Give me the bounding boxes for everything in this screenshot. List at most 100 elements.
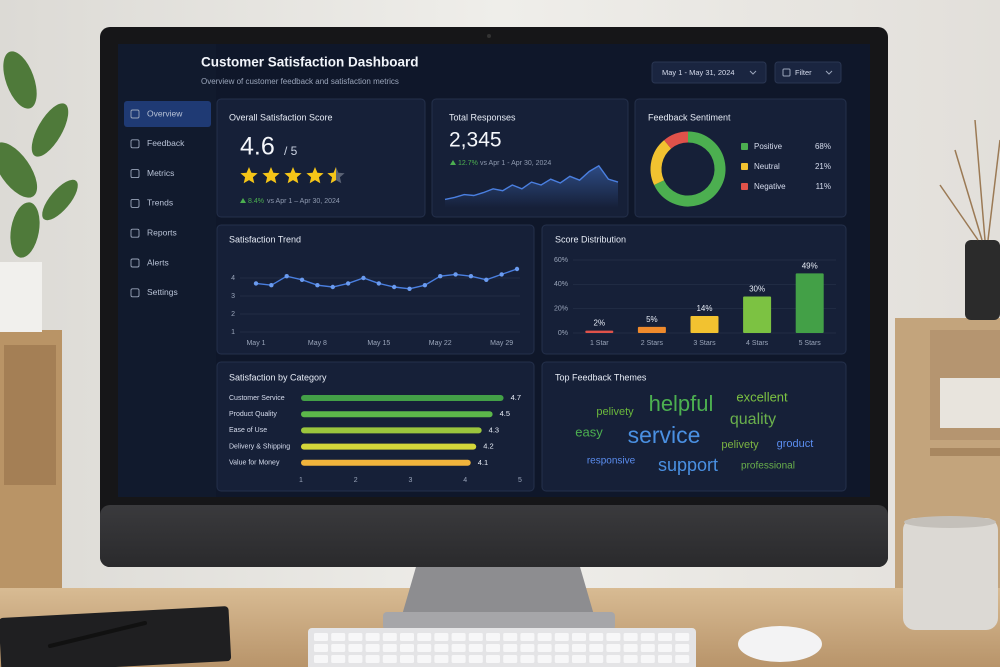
nav-icon: [130, 228, 140, 238]
change: 12.7%: [458, 160, 478, 167]
comparison: vs Apr 1 - Apr 30, 2024: [480, 160, 551, 167]
card-title: Feedback Sentiment: [648, 112, 731, 122]
card-title: Satisfaction Trend: [229, 234, 301, 244]
bar: [585, 330, 614, 333]
key: [314, 633, 328, 641]
date-range[interactable]: May 1 - May 31, 2024: [662, 68, 735, 77]
key: [434, 655, 449, 663]
legend-value: 11%: [816, 182, 831, 191]
key: [658, 655, 672, 663]
nav-item[interactable]: Alerts: [147, 257, 169, 267]
trend-point: [468, 274, 474, 279]
word: excellent: [736, 389, 788, 404]
trend-point: [484, 277, 489, 282]
legend-label: Positive: [754, 142, 783, 151]
key: [451, 655, 466, 663]
nav-item[interactable]: Metrics: [147, 168, 174, 178]
nav-item[interactable]: Trends: [147, 198, 173, 208]
word: responsive: [587, 456, 636, 467]
x-tick-label: 2: [354, 477, 358, 484]
legend-label: Neutral: [754, 162, 780, 171]
card: [216, 98, 426, 218]
dried-branches: [939, 119, 1000, 241]
key: [572, 633, 586, 641]
category-label: Customer Service: [229, 395, 285, 402]
trend-point: [330, 284, 335, 290]
plant: [0, 51, 78, 258]
card: [541, 361, 847, 492]
word: helpful: [649, 391, 714, 416]
legend-value: 21%: [815, 162, 831, 171]
star: [240, 167, 258, 184]
star: [306, 167, 324, 184]
key: [554, 644, 569, 652]
score-scale: / 5: [284, 144, 298, 158]
key: [417, 633, 432, 641]
key: [331, 655, 346, 663]
star: [284, 167, 302, 184]
filter-button[interactable]: [774, 61, 842, 84]
key: [503, 644, 518, 652]
trend-point: [438, 274, 443, 279]
key: [503, 655, 518, 663]
key: [468, 655, 483, 663]
mouse: [738, 626, 822, 662]
trend-point: [499, 272, 504, 277]
bar-value: 14%: [696, 304, 712, 313]
bar: [690, 315, 719, 333]
key: [658, 633, 672, 641]
x-tick-label: 5: [518, 477, 522, 484]
key: [554, 633, 569, 641]
nav-item[interactable]: Settings: [147, 287, 178, 297]
vase: [965, 240, 1000, 320]
bar: [795, 273, 824, 333]
key: [434, 644, 449, 652]
stars: [240, 167, 345, 184]
trend-point: [407, 286, 412, 291]
shelf-board: [930, 448, 1000, 456]
word: service: [628, 422, 701, 448]
x-tick-label: 1 Star: [590, 340, 609, 347]
trend-point: [253, 281, 259, 286]
nav-icon: [130, 109, 140, 119]
nav-item[interactable]: Overview: [147, 108, 183, 118]
key: [675, 633, 690, 641]
category-label: Ease of Use: [229, 427, 267, 434]
nav-item[interactable]: Feedback: [147, 138, 185, 148]
page-subtitle: Overview of customer feedback and satisf…: [201, 77, 399, 86]
word: professional: [741, 461, 795, 472]
key: [537, 644, 552, 652]
x-tick-label: 1: [299, 477, 303, 484]
books: [940, 378, 1000, 428]
filter-label[interactable]: Filter: [795, 68, 812, 77]
key: [554, 655, 569, 663]
change: 8.4%: [248, 198, 264, 205]
nav-icon: [130, 288, 140, 298]
key: [331, 644, 346, 652]
x-tick-label: May 15: [367, 340, 390, 347]
key: [400, 655, 414, 663]
key: [382, 655, 397, 663]
trend-point: [361, 275, 366, 281]
date-picker[interactable]: [651, 61, 767, 84]
card-title: Satisfaction by Category: [229, 372, 327, 382]
trend-line: [255, 268, 518, 290]
key: [537, 633, 552, 641]
plant-pot: [0, 262, 42, 332]
monitor-stand: [400, 560, 596, 622]
notebook: [0, 606, 232, 667]
word: groduct: [777, 438, 814, 450]
trend-point: [315, 283, 320, 288]
trend-point: [391, 284, 397, 290]
monitor-chin: [100, 505, 888, 567]
monitor-base: [383, 612, 615, 630]
donut-segment: [664, 131, 689, 149]
nav-item[interactable]: Reports: [147, 227, 177, 237]
sparkline: [444, 164, 619, 201]
key: [365, 633, 380, 641]
bar-value: 2%: [594, 319, 606, 328]
category-label: Product Quality: [229, 411, 277, 418]
comparison: vs Apr 1 – Apr 30, 2024: [267, 198, 340, 205]
chevron: [825, 70, 833, 75]
